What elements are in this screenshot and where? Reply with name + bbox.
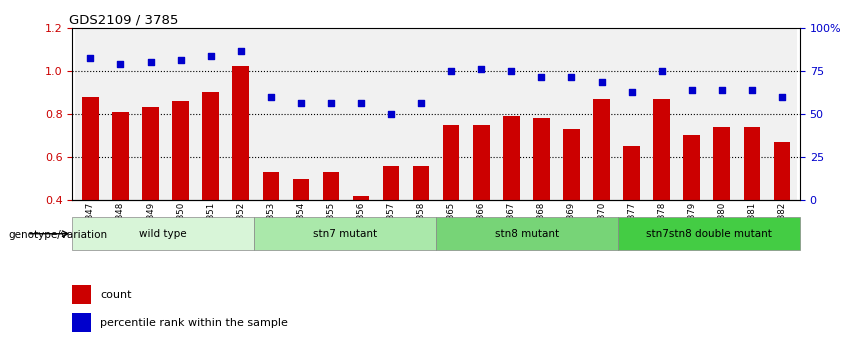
Bar [436,217,618,250]
Bar [706,28,737,200]
Point [204,53,218,58]
Bar [496,28,526,200]
Bar [135,28,166,200]
Bar [286,28,316,200]
Point [354,100,368,106]
Point [654,68,668,73]
Bar [618,217,800,250]
Bar [112,112,129,200]
Point [83,55,97,61]
Text: stn8 mutant: stn8 mutant [495,229,559,239]
Bar [563,129,580,200]
Bar [323,172,340,200]
Point [625,90,638,95]
Bar [262,172,279,200]
Bar [443,125,460,200]
Bar [774,142,791,200]
Point [234,49,248,54]
Bar [647,28,677,200]
Bar [677,28,706,200]
Text: stn7 mutant: stn7 mutant [313,229,377,239]
Point [534,75,548,80]
Bar [737,28,767,200]
Bar [203,92,219,200]
Point [264,94,277,99]
Text: percentile rank within the sample: percentile rank within the sample [100,318,288,327]
Bar [166,28,196,200]
Point [595,79,608,84]
Bar [557,28,586,200]
Bar [623,146,640,200]
Point [715,87,728,93]
Point [444,68,458,73]
Point [775,94,789,99]
Bar [76,28,106,200]
Bar [767,28,797,200]
Text: stn7stn8 double mutant: stn7stn8 double mutant [646,229,772,239]
Bar [72,313,90,332]
Point [174,57,187,63]
Point [114,61,128,67]
Bar [82,97,99,200]
Text: count: count [100,290,132,299]
Bar [593,99,610,200]
Bar [72,285,90,304]
Bar [473,125,489,200]
Bar [526,28,557,200]
Point [745,87,758,93]
Bar [376,28,406,200]
Text: GDS2109 / 3785: GDS2109 / 3785 [69,13,178,27]
Bar [503,116,520,200]
Bar [293,178,309,200]
Bar [436,28,466,200]
Bar [413,166,430,200]
Bar [466,28,496,200]
Bar [142,107,159,200]
Point [324,100,338,106]
Point [144,59,157,65]
Bar [654,99,670,200]
Text: wild type: wild type [140,229,187,239]
Bar [256,28,286,200]
Bar [406,28,436,200]
Point [294,100,308,106]
Bar [586,28,616,200]
Bar [616,28,647,200]
Bar [196,28,226,200]
Bar [106,28,135,200]
Point [685,87,699,93]
Bar [533,118,550,200]
Point [564,75,578,80]
Text: genotype/variation: genotype/variation [9,230,107,239]
Bar [226,28,256,200]
Bar [254,217,436,250]
Bar [683,135,700,200]
Point [414,100,428,106]
Bar [316,28,346,200]
Bar [713,127,730,200]
Point [474,66,488,71]
Bar [352,196,369,200]
Point [505,68,518,73]
Bar [172,101,189,200]
Bar [232,66,249,200]
Bar [744,127,760,200]
Bar [72,217,254,250]
Bar [383,166,399,200]
Point [385,111,398,117]
Bar [346,28,376,200]
